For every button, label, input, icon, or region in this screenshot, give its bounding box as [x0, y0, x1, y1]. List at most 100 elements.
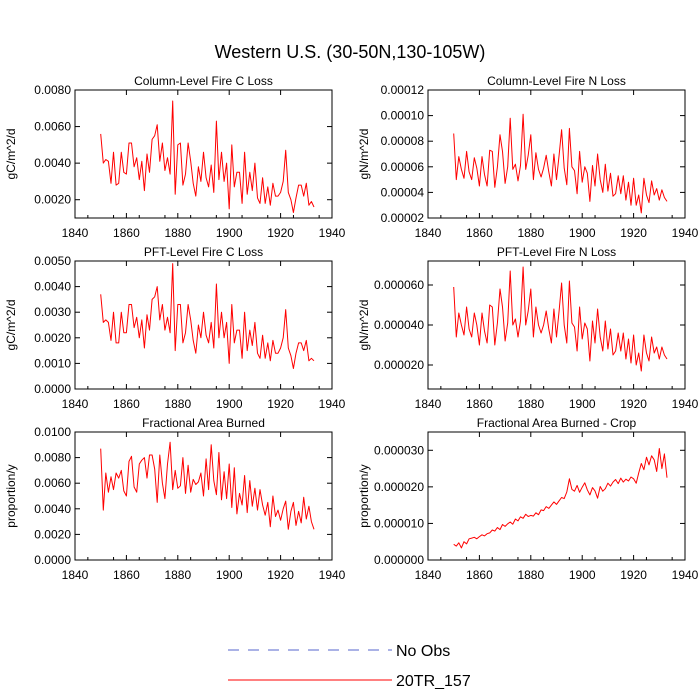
panel-fractional-area-burned: Fractional Area Burned 1840 1860 1880 1900 19…: [4, 416, 346, 582]
y-tick-label: 0.0040: [34, 502, 71, 516]
y-tick-label: 0.0040: [34, 156, 71, 170]
y-tick-label: 0.000000: [374, 553, 424, 567]
x-tick-label: 1860: [113, 397, 140, 411]
y-tick-label: 0.00008: [381, 134, 425, 148]
x-tick-label: 1840: [415, 397, 442, 411]
y-axis-label: gN/m^2/d: [357, 129, 371, 180]
legend-label-20tr-157: 20TR_157: [396, 673, 471, 690]
y-tick-label: 0.000020: [374, 480, 424, 494]
plot-frame: [74, 431, 333, 561]
x-tick-label: 1840: [62, 226, 89, 240]
series-line-20tr-157: [100, 100, 315, 213]
x-tick-label: 1880: [517, 226, 544, 240]
series-line-20tr-157: [100, 263, 315, 369]
x-tick-label: 1880: [517, 397, 544, 411]
x-tick-label: 1920: [267, 226, 294, 240]
y-tick-label: 0.00010: [381, 109, 425, 123]
plot-frame: [427, 260, 686, 390]
y-tick-label: 0.0050: [34, 254, 71, 268]
x-tick-label: 1900: [569, 397, 596, 411]
panel-pft-level-fire-c-loss: PFT-Level Fire C Loss 1840 1860 1880 1900 192…: [4, 245, 346, 411]
y-tick-label: 0.000060: [374, 278, 424, 292]
x-tick-label: 1860: [113, 226, 140, 240]
y-axis-label: gC/m^2/d: [4, 129, 18, 180]
legend-label-no-obs: No Obs: [396, 643, 450, 660]
panel-title: Fractional Area Burned - Crop: [477, 416, 637, 430]
x-tick-label: 1840: [415, 226, 442, 240]
legend: No Obs 20TR_157: [228, 643, 471, 690]
y-tick-label: 0.000010: [374, 516, 424, 530]
y-tick-label: 0.0020: [34, 527, 71, 541]
y-axis-label: gC/m^2/d: [4, 300, 18, 351]
x-tick-label: 1860: [466, 397, 493, 411]
y-axis-label: gN/m^2/d: [357, 300, 371, 351]
y-tick-label: 0.0100: [34, 425, 71, 439]
panel-title: Fractional Area Burned: [142, 416, 265, 430]
y-tick-label: 0.0020: [34, 193, 71, 207]
y-tick-label: 0.00004: [381, 185, 425, 199]
panel-title: Column-Level Fire N Loss: [487, 74, 626, 88]
x-tick-label: 1920: [267, 568, 294, 582]
y-tick-label: 0.0000: [34, 382, 71, 396]
x-tick-label: 1940: [319, 568, 346, 582]
x-tick-label: 1920: [620, 397, 647, 411]
y-tick-label: 0.0060: [34, 476, 71, 490]
x-tick-label: 1940: [319, 226, 346, 240]
panel-fractional-area-burned-crop: Fractional Area Burned - Crop 1840 1860 188…: [357, 416, 699, 582]
y-tick-label: 0.00006: [381, 160, 425, 174]
plot-frame: [74, 89, 333, 219]
x-tick-label: 1940: [672, 568, 699, 582]
x-tick-label: 1920: [620, 568, 647, 582]
figure-title: Western U.S. (30-50N,130-105W): [215, 42, 486, 62]
x-tick-label: 1940: [319, 397, 346, 411]
y-tick-label: 0.0080: [34, 451, 71, 465]
panel-column-level-fire-n-loss: Column-Level Fire N Loss 1840 1860 1880 1900…: [357, 74, 699, 240]
x-tick-label: 1940: [672, 397, 699, 411]
x-tick-label: 1860: [466, 226, 493, 240]
x-tick-label: 1900: [216, 226, 243, 240]
y-tick-label: 0.0030: [34, 305, 71, 319]
x-tick-label: 1880: [164, 397, 191, 411]
y-tick-label: 0.0010: [34, 356, 71, 370]
panels: Column-Level Fire C Loss 1840 1860 1880 1900…: [4, 74, 699, 582]
x-tick-label: 1840: [62, 397, 89, 411]
x-tick-label: 1900: [216, 397, 243, 411]
panel-title: PFT-Level Fire N Loss: [497, 245, 616, 259]
x-tick-label: 1880: [517, 568, 544, 582]
x-tick-label: 1900: [569, 568, 596, 582]
x-tick-label: 1880: [164, 226, 191, 240]
panel-pft-level-fire-n-loss: PFT-Level Fire N Loss 1840 1860 1880 1900 192…: [357, 245, 699, 411]
x-tick-label: 1920: [267, 397, 294, 411]
x-tick-label: 1900: [569, 226, 596, 240]
series-line-20tr-157: [453, 113, 668, 214]
y-tick-label: 0.0060: [34, 120, 71, 134]
y-tick-label: 0.0080: [34, 83, 71, 97]
x-tick-label: 1860: [466, 568, 493, 582]
series-line-20tr-157: [453, 448, 668, 549]
plot-frame: [427, 431, 686, 561]
plot-frame: [74, 260, 333, 390]
x-tick-label: 1920: [620, 226, 647, 240]
panel-title: PFT-Level Fire C Loss: [144, 245, 263, 259]
y-tick-label: 0.00002: [381, 211, 425, 225]
panel-title: Column-Level Fire C Loss: [134, 74, 273, 88]
panel-column-level-fire-c-loss: Column-Level Fire C Loss 1840 1860 1880 1900…: [4, 74, 346, 240]
x-tick-label: 1940: [672, 226, 699, 240]
y-tick-label: 0.0000: [34, 553, 71, 567]
y-tick-label: 0.000040: [374, 318, 424, 332]
y-axis-label: proportion/y: [4, 464, 18, 527]
x-tick-label: 1860: [113, 568, 140, 582]
y-axis-label: proportion/y: [357, 464, 371, 527]
x-tick-label: 1900: [216, 568, 243, 582]
y-tick-label: 0.0040: [34, 280, 71, 294]
x-tick-label: 1840: [62, 568, 89, 582]
x-tick-label: 1880: [164, 568, 191, 582]
y-tick-label: 0.000030: [374, 443, 424, 457]
x-tick-label: 1840: [415, 568, 442, 582]
series-line-20tr-157: [100, 441, 315, 530]
y-tick-label: 0.00012: [381, 83, 425, 97]
y-tick-label: 0.000020: [374, 358, 424, 372]
y-tick-label: 0.0020: [34, 331, 71, 345]
plot-frame: [427, 89, 686, 219]
